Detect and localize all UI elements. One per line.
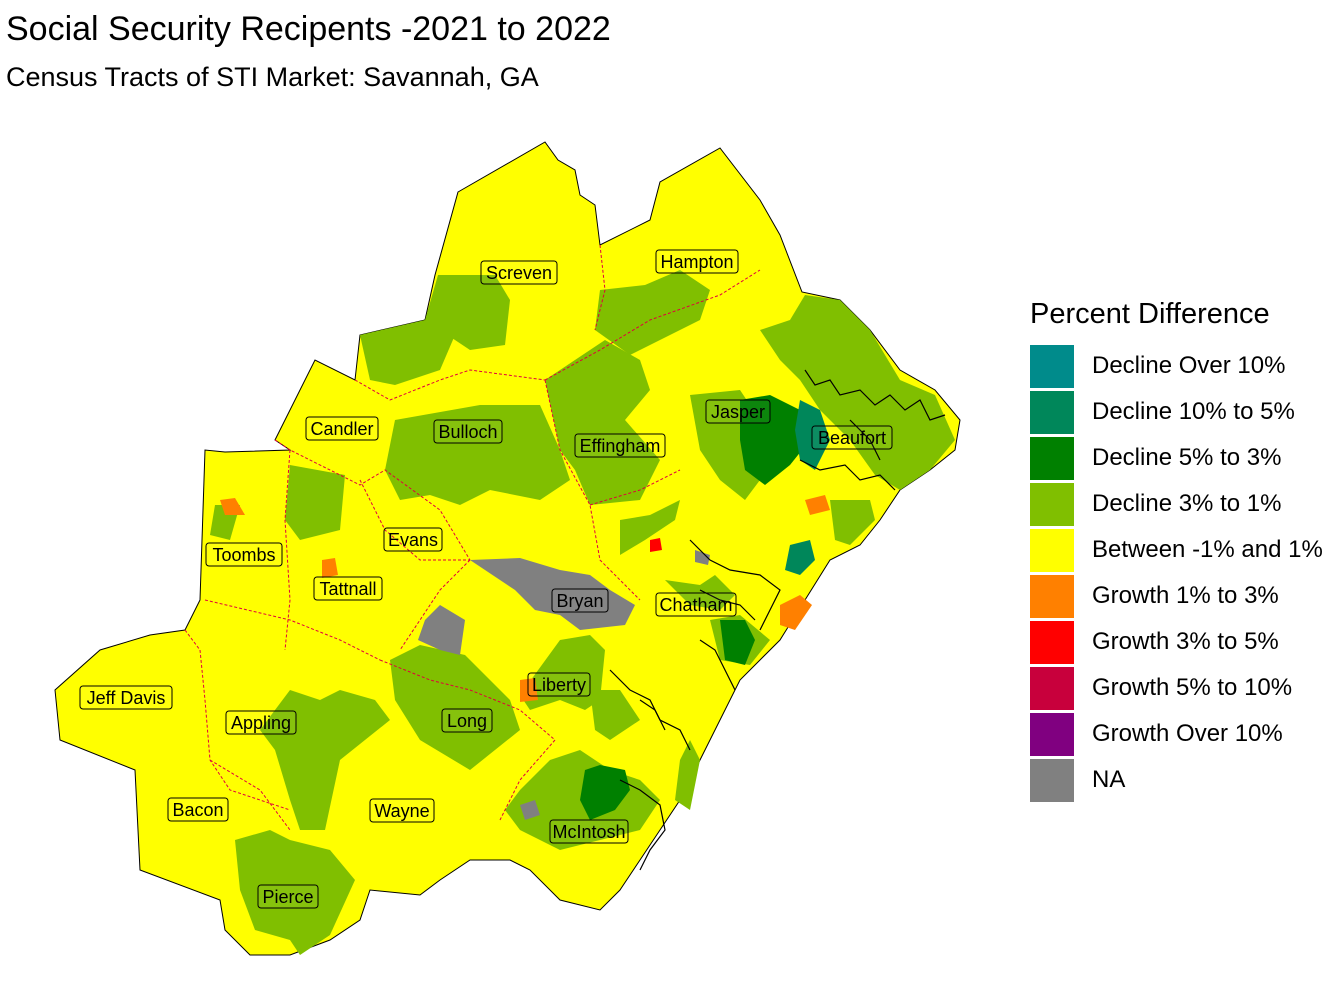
choropleth-map: Screven Hampton Candler Bulloch Effingha… <box>54 141 961 956</box>
legend-title: Percent Difference <box>1030 298 1270 330</box>
county-label-long: Long <box>441 708 493 733</box>
svg-text:Candler: Candler <box>310 419 373 439</box>
county-label-mcintosh: McIntosh <box>549 819 629 844</box>
svg-text:Bulloch: Bulloch <box>438 422 497 442</box>
legend-item: Growth Over 10% <box>1030 711 1323 757</box>
legend-swatch <box>1030 758 1074 802</box>
svg-text:Beaufort: Beaufort <box>818 428 886 448</box>
svg-text:Hampton: Hampton <box>660 252 733 272</box>
county-label-bulloch: Bulloch <box>433 419 503 444</box>
county-label-effingham: Effingham <box>574 433 666 458</box>
legend-swatch <box>1030 344 1074 388</box>
legend-label: Growth 5% to 10% <box>1092 674 1293 701</box>
county-label-bryan: Bryan <box>551 588 609 613</box>
county-label-bacon: Bacon <box>167 797 229 822</box>
svg-text:Toombs: Toombs <box>212 545 275 565</box>
legend-label: Decline 5% to 3% <box>1092 444 1282 471</box>
legend-label: Decline Over 10% <box>1092 352 1286 379</box>
legend-swatch <box>1030 528 1074 572</box>
svg-text:Long: Long <box>447 711 487 731</box>
decline-5-to-3-areas <box>580 395 810 820</box>
legend-item: Decline Over 10% <box>1030 343 1323 389</box>
legend-label: Decline 3% to 1% <box>1092 490 1282 517</box>
county-label-liberty: Liberty <box>527 672 591 697</box>
legend-item: Decline 10% to 5% <box>1030 389 1323 435</box>
county-label-wayne: Wayne <box>369 798 435 823</box>
svg-text:Chatham: Chatham <box>659 595 732 615</box>
county-label-hampton: Hampton <box>655 249 739 274</box>
legend-items: Decline Over 10% Decline 10% to 5% Decli… <box>1030 343 1323 803</box>
legend-item: NA <box>1030 757 1323 803</box>
svg-text:Evans: Evans <box>388 530 438 550</box>
svg-text:Wayne: Wayne <box>374 801 429 821</box>
svg-text:Screven: Screven <box>486 263 552 283</box>
legend-swatch <box>1030 390 1074 434</box>
legend-label: NA <box>1092 766 1126 793</box>
legend-swatch <box>1030 482 1074 526</box>
county-label-chatham: Chatham <box>655 592 737 617</box>
county-boundaries <box>184 244 761 831</box>
coastline-detail <box>609 369 946 871</box>
svg-text:Appling: Appling <box>231 713 291 733</box>
map-subtitle: Census Tracts of STI Market: Savannah, G… <box>6 62 539 92</box>
legend-label: Decline 10% to 5% <box>1092 398 1295 425</box>
legend-swatch <box>1030 574 1074 618</box>
legend: Percent Difference Decline Over 10% Decl… <box>1030 298 1323 803</box>
county-label-jasper: Jasper <box>705 399 771 424</box>
county-label-tattnall: Tattnall <box>313 576 383 601</box>
legend-item: Growth 5% to 10% <box>1030 665 1323 711</box>
svg-text:Pierce: Pierce <box>262 887 313 907</box>
legend-item: Between -1% and 1% <box>1030 527 1323 573</box>
county-label-beaufort: Beaufort <box>811 425 893 450</box>
legend-item: Growth 3% to 5% <box>1030 619 1323 665</box>
legend-swatch <box>1030 436 1074 480</box>
county-label-candler: Candler <box>305 416 379 441</box>
growth-3-to-5-area <box>650 538 662 552</box>
legend-label: Growth Over 10% <box>1092 720 1283 747</box>
county-label-appling: Appling <box>225 710 297 735</box>
legend-label: Between -1% and 1% <box>1092 536 1323 563</box>
svg-text:Bacon: Bacon <box>172 800 223 820</box>
svg-text:McIntosh: McIntosh <box>552 822 625 842</box>
legend-swatch <box>1030 712 1074 756</box>
legend-label: Growth 1% to 3% <box>1092 582 1279 609</box>
legend-item: Decline 5% to 3% <box>1030 435 1323 481</box>
map-title: Social Security Recipents -2021 to 2022 <box>6 10 611 48</box>
growth-1-to-3-areas <box>220 495 830 702</box>
svg-text:Bryan: Bryan <box>556 591 603 611</box>
county-label-pierce: Pierce <box>257 884 319 909</box>
svg-text:Jasper: Jasper <box>711 402 765 422</box>
legend-swatch <box>1030 666 1074 710</box>
county-label-toombs: Toombs <box>205 542 283 567</box>
svg-text:Liberty: Liberty <box>532 675 586 695</box>
svg-text:Jeff Davis: Jeff Davis <box>87 688 166 708</box>
county-label-evans: Evans <box>383 527 443 552</box>
legend-item: Growth 1% to 3% <box>1030 573 1323 619</box>
svg-text:Tattnall: Tattnall <box>319 579 376 599</box>
county-label-screven: Screven <box>480 260 558 285</box>
county-label-jeff-davis: Jeff Davis <box>79 685 173 710</box>
legend-swatch <box>1030 620 1074 664</box>
legend-label: Growth 3% to 5% <box>1092 628 1279 655</box>
legend-item: Decline 3% to 1% <box>1030 481 1323 527</box>
svg-text:Effingham: Effingham <box>580 436 661 456</box>
